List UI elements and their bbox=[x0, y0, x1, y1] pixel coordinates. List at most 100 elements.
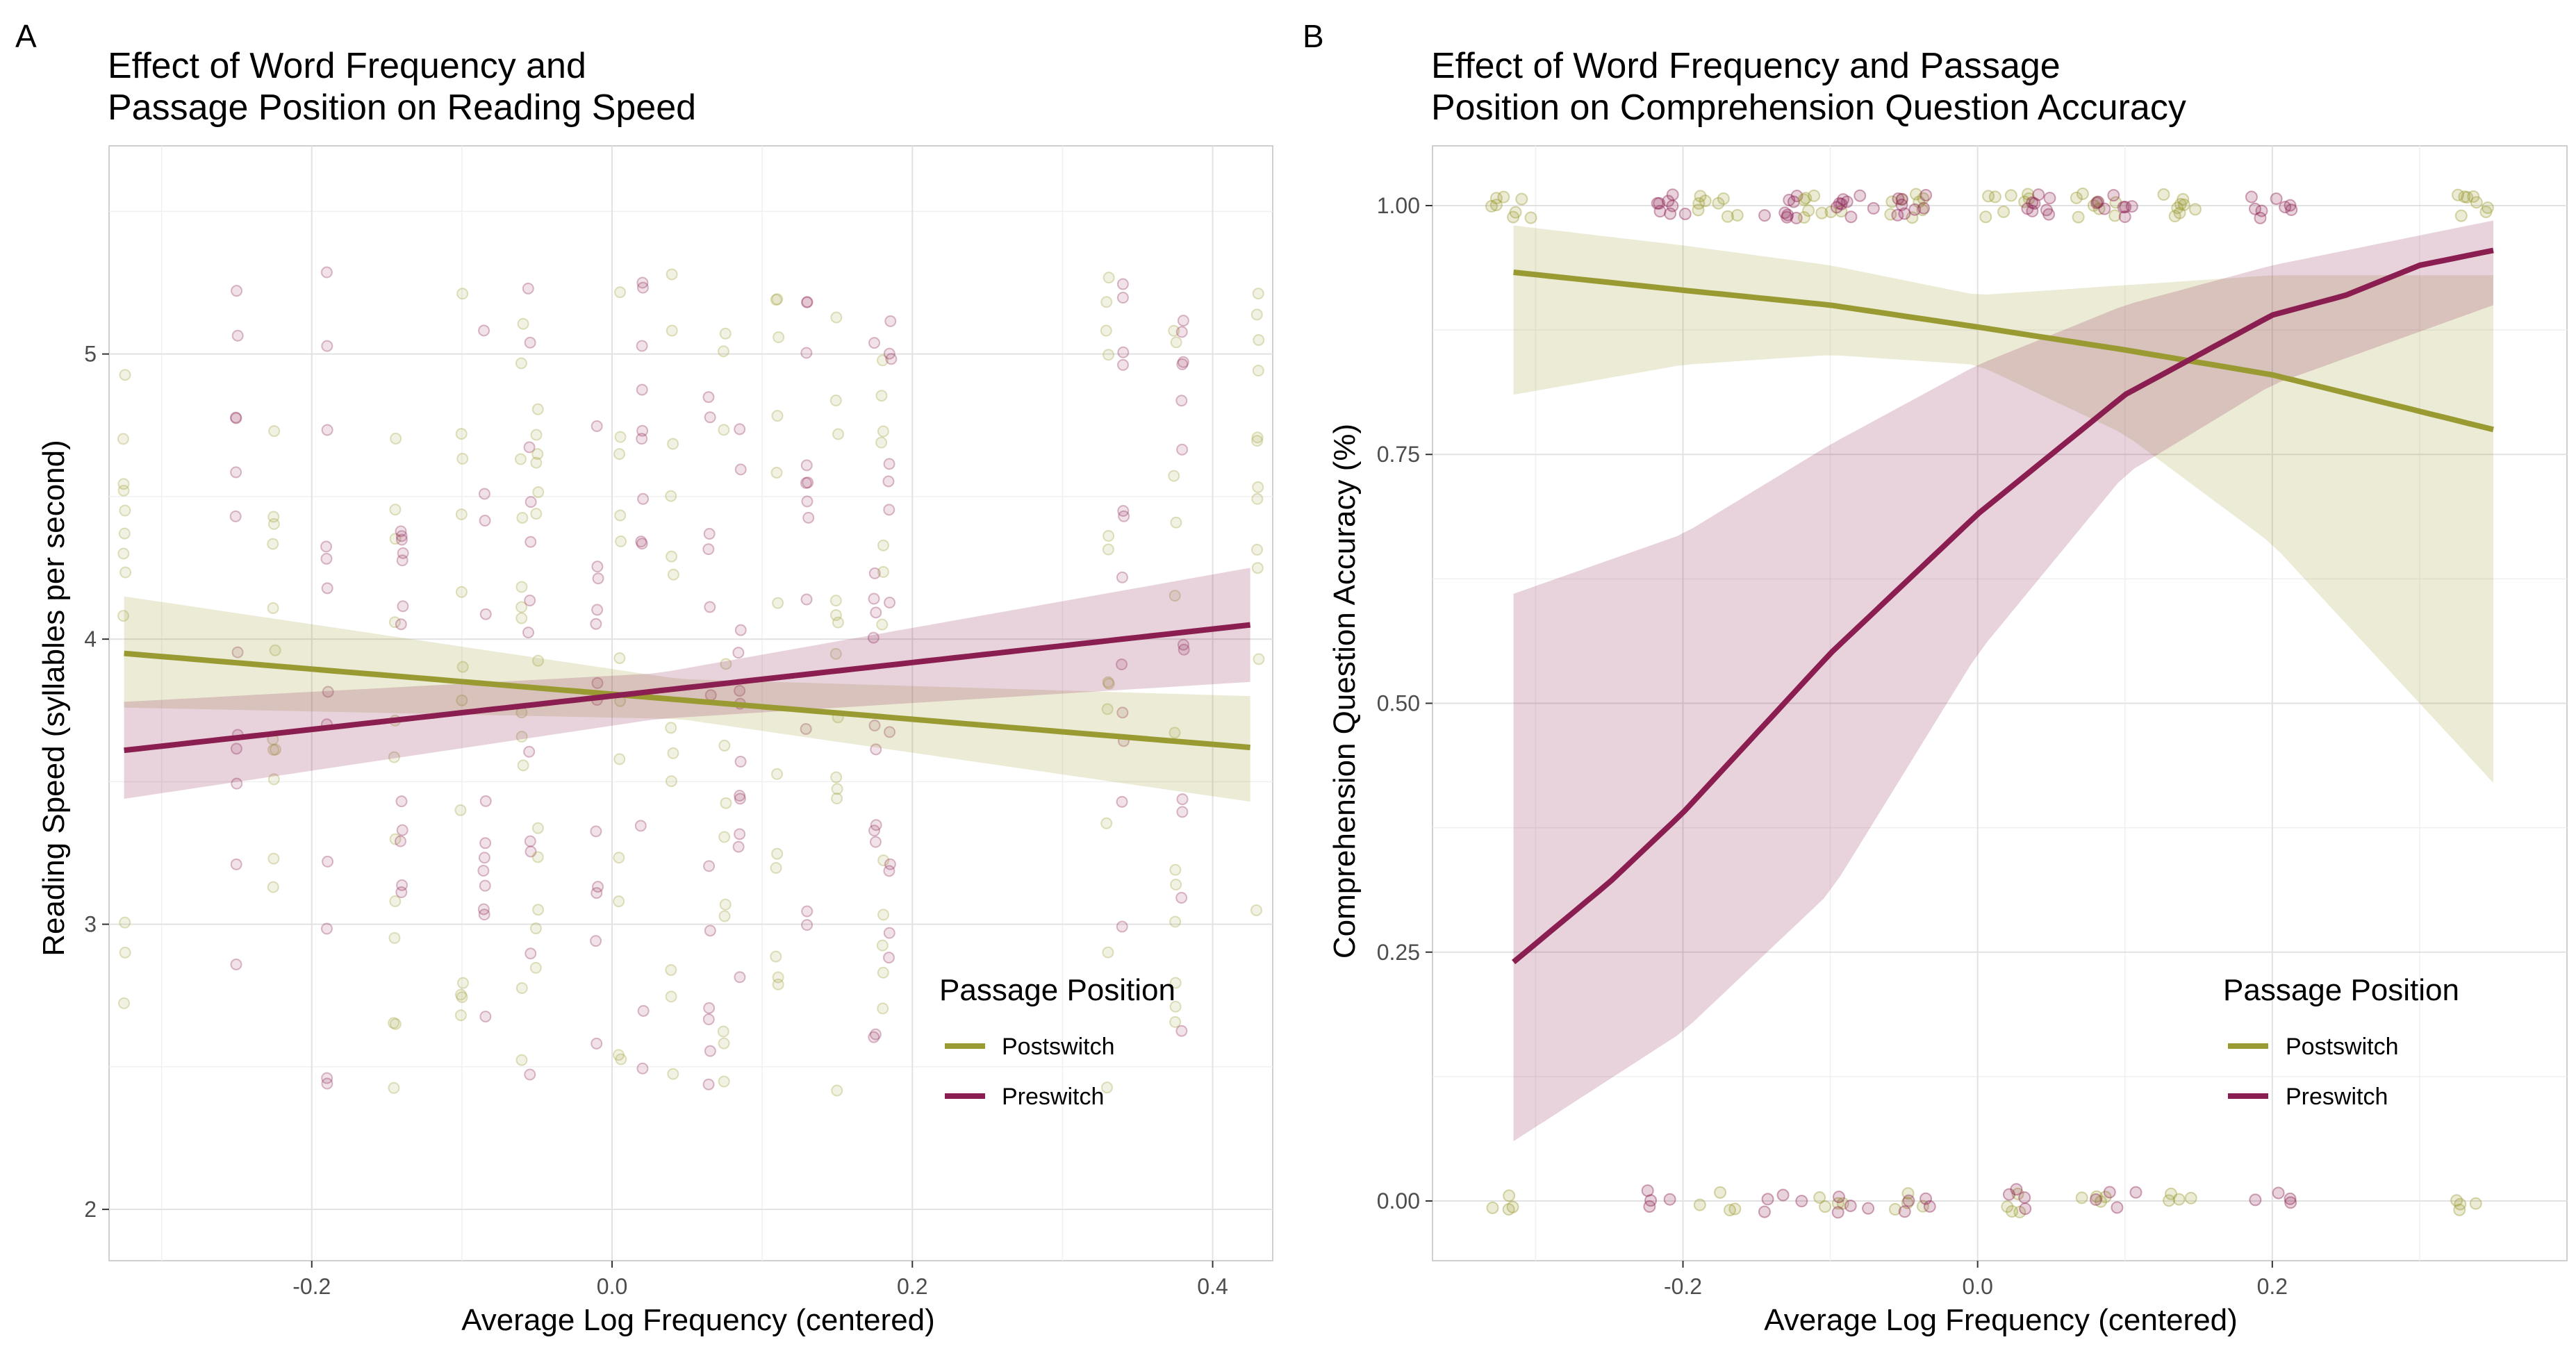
chart-b-point bbox=[1662, 194, 1675, 208]
chart-b-point bbox=[2040, 204, 2053, 217]
chart-a-point bbox=[772, 978, 784, 991]
chart-a-observations bbox=[117, 266, 1265, 1097]
chart-a-point bbox=[455, 508, 468, 521]
chart-b-point bbox=[2172, 1193, 2186, 1206]
chart-a-point bbox=[523, 441, 536, 454]
chart-b-point bbox=[1678, 207, 1692, 220]
chart-b-point bbox=[1837, 193, 1850, 206]
chart-a-point bbox=[1177, 638, 1189, 651]
chart-a-point bbox=[770, 466, 783, 479]
chart-b-point bbox=[2188, 203, 2202, 216]
chart-a-point bbox=[590, 825, 602, 838]
chart-a-point bbox=[1101, 703, 1114, 715]
chart-b-point bbox=[1643, 1200, 1656, 1213]
chart-a-point bbox=[517, 759, 529, 772]
chart-a-point bbox=[877, 565, 889, 578]
chart-a-point bbox=[829, 608, 842, 621]
chart-a-point bbox=[1178, 643, 1190, 656]
chart-b-point bbox=[1898, 207, 1911, 220]
chart-b-point bbox=[1664, 207, 1677, 220]
chart-a-point bbox=[1169, 727, 1181, 739]
chart-b-y-tick-label: 0.50 bbox=[1377, 691, 1420, 716]
chart-b-point bbox=[2461, 190, 2474, 204]
chart-a-point bbox=[119, 504, 131, 517]
chart-a-y-tick-label: 3 bbox=[84, 912, 97, 937]
chart-a-point bbox=[800, 476, 812, 489]
chart-a-point bbox=[515, 581, 528, 593]
chart-a-point bbox=[1176, 793, 1189, 806]
chart-b-point bbox=[1895, 198, 1908, 211]
chart-a-point bbox=[388, 1081, 400, 1094]
chart-a-point bbox=[718, 424, 730, 436]
chart-a-point bbox=[717, 1025, 729, 1038]
chart-a-point bbox=[883, 504, 895, 516]
chart-a-point bbox=[612, 1049, 625, 1061]
chart-b-point bbox=[1663, 1193, 1676, 1206]
chart-b-x-tick-label: 0.0 bbox=[1962, 1274, 1992, 1299]
chart-a-point bbox=[592, 881, 604, 893]
chart-a-point bbox=[870, 606, 882, 619]
chart-b-point bbox=[2254, 211, 2267, 224]
chart-a-point bbox=[882, 475, 895, 488]
chart-a-point bbox=[592, 572, 604, 585]
chart-b-point bbox=[1761, 1193, 1774, 1206]
chart-a-point bbox=[591, 561, 604, 573]
chart-a-point bbox=[1116, 795, 1128, 808]
chart-a-point bbox=[591, 420, 603, 433]
chart-a-point bbox=[831, 793, 843, 805]
chart-b-point bbox=[1714, 1186, 1727, 1199]
chart-a-point bbox=[454, 804, 467, 816]
chart-b-point bbox=[1836, 1197, 1849, 1210]
chart-b-point bbox=[2470, 196, 2483, 209]
chart-b-point bbox=[2103, 1186, 2116, 1199]
chart-a-point bbox=[1102, 946, 1114, 959]
chart-a-point bbox=[734, 463, 747, 476]
chart-b-point bbox=[2028, 197, 2041, 210]
chart-a-y-tick-label: 4 bbox=[84, 627, 97, 652]
chart-a-point bbox=[772, 971, 784, 984]
chart-b-point bbox=[1901, 1196, 1914, 1209]
chart-b-point bbox=[2076, 188, 2089, 201]
chart-a-point bbox=[479, 879, 491, 892]
chart-a-point bbox=[801, 905, 814, 918]
chart-b-point bbox=[2022, 192, 2036, 205]
chart-a-point bbox=[801, 296, 814, 308]
chart-a-point bbox=[665, 963, 677, 976]
chart-b-point bbox=[1506, 1200, 1519, 1213]
chart-b-point bbox=[2018, 195, 2031, 208]
chart-a-ribbon-preswitch bbox=[124, 567, 1250, 799]
chart-a-point bbox=[770, 950, 782, 963]
chart-a-point bbox=[516, 511, 529, 524]
chart-b-point bbox=[2070, 191, 2083, 204]
chart-a-point bbox=[478, 324, 490, 337]
chart-a-point bbox=[1250, 543, 1263, 556]
chart-b-point bbox=[1831, 1206, 1844, 1219]
chart-a-point bbox=[1176, 443, 1189, 456]
chart-b-point bbox=[1917, 192, 1930, 205]
chart-a-point bbox=[456, 288, 469, 300]
chart-a-point bbox=[530, 508, 543, 520]
chart-b-point bbox=[2284, 1192, 2297, 1205]
chart-a-point bbox=[119, 369, 131, 381]
chart-b-point bbox=[1644, 1194, 1658, 1207]
chart-a-point bbox=[517, 317, 529, 330]
chart-a-point bbox=[876, 618, 889, 631]
chart-a-point bbox=[1100, 324, 1112, 337]
chart-a-point bbox=[634, 820, 647, 832]
chart-a-point bbox=[868, 824, 881, 837]
chart-b-point bbox=[2011, 1187, 2024, 1200]
chart-b-point bbox=[1832, 1191, 1845, 1204]
chart-a-point bbox=[877, 854, 890, 867]
chart-b-point bbox=[2452, 188, 2465, 201]
chart-a-y-tick-label: 5 bbox=[84, 342, 97, 367]
chart-a-point bbox=[117, 484, 130, 497]
chart-b-point bbox=[1781, 210, 1794, 224]
chart-a-point bbox=[614, 286, 627, 299]
chart-b-point bbox=[1819, 1200, 1832, 1213]
chart-a-point bbox=[1168, 324, 1180, 337]
chart-a-point bbox=[1168, 470, 1180, 482]
chart-a-point bbox=[667, 747, 679, 759]
chart-a-point bbox=[1116, 658, 1128, 670]
chart-b-ribbon-preswitch bbox=[1513, 220, 2493, 1141]
chart-a-point bbox=[479, 515, 491, 527]
